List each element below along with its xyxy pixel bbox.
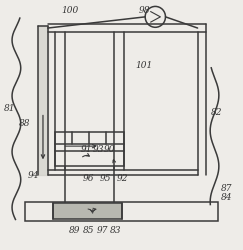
- Text: 82: 82: [211, 108, 223, 117]
- Text: 101: 101: [136, 61, 153, 70]
- Text: 98: 98: [139, 6, 150, 15]
- Text: 95: 95: [100, 174, 112, 183]
- Text: 89: 89: [69, 226, 80, 235]
- Text: 90: 90: [104, 145, 116, 154]
- Text: 83: 83: [110, 226, 121, 235]
- Text: 84: 84: [221, 192, 232, 202]
- Text: 94: 94: [27, 172, 39, 180]
- Text: 85: 85: [83, 226, 95, 235]
- Bar: [55, 132, 124, 166]
- Text: 88: 88: [19, 119, 31, 128]
- Text: 81: 81: [4, 104, 16, 113]
- Bar: [53, 203, 122, 220]
- Text: 97: 97: [96, 226, 108, 235]
- Bar: [25, 202, 218, 221]
- Text: 93: 93: [93, 145, 104, 154]
- Text: 91: 91: [81, 145, 92, 154]
- Text: 96: 96: [83, 174, 95, 183]
- Text: 92: 92: [117, 174, 129, 183]
- Text: 87: 87: [221, 184, 232, 193]
- Text: 100: 100: [61, 6, 78, 15]
